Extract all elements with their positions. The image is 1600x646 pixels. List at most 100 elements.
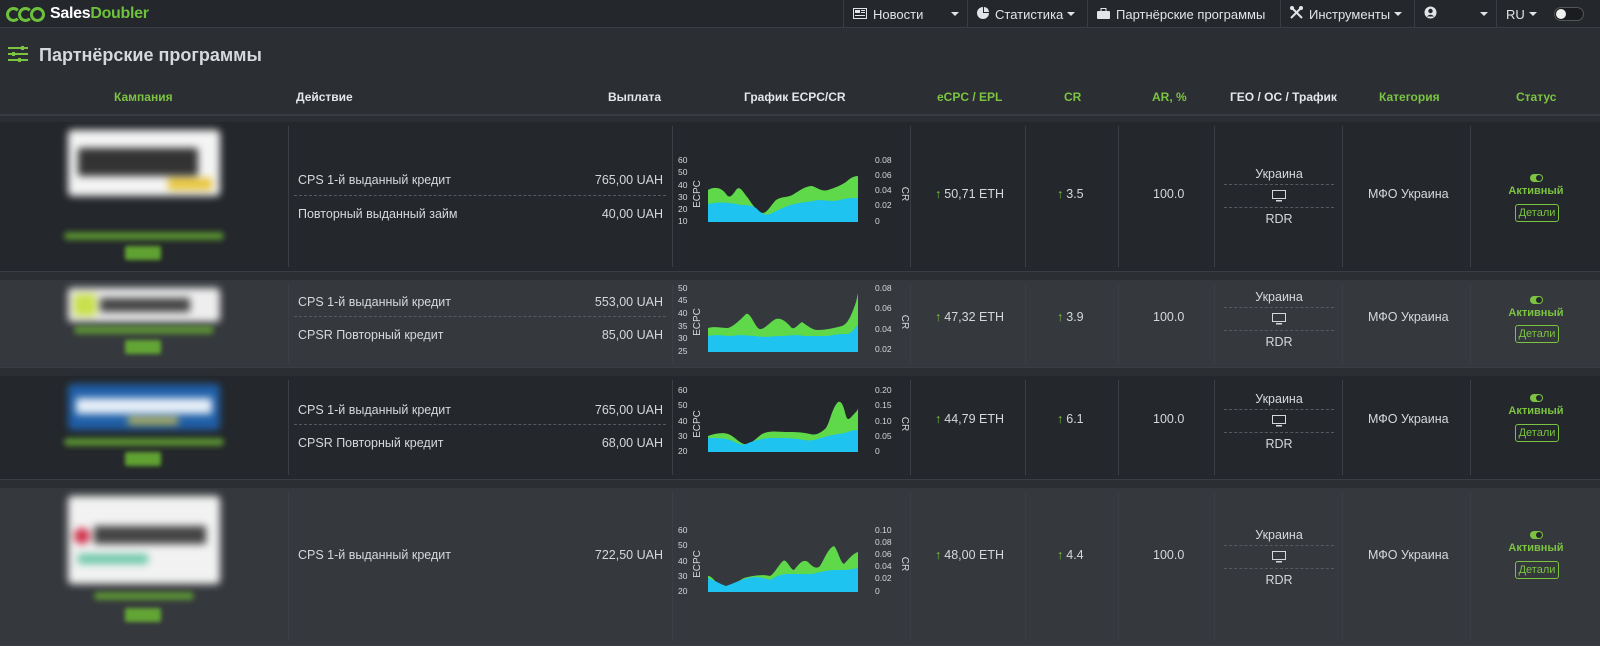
campaign-logo[interactable]	[68, 130, 220, 196]
status-toggle[interactable]	[1530, 394, 1543, 402]
col-ar[interactable]: AR, %	[1152, 90, 1187, 104]
action-item: Повторный выданный займ 40,00 UAH	[298, 207, 663, 221]
nav-programs[interactable]: Партнёрские программы	[1087, 0, 1280, 28]
brand-logo[interactable]: SalesDoubler	[6, 3, 149, 25]
ar-value: 100.0	[1153, 310, 1185, 324]
svg-text:0.02: 0.02	[875, 344, 892, 354]
chevron-down-icon	[1480, 12, 1488, 16]
category-value: МФО Украина	[1368, 548, 1449, 562]
svg-text:60: 60	[678, 155, 688, 165]
svg-text:0.10: 0.10	[875, 416, 892, 426]
action-name: CPSR Повторный кредит	[298, 436, 444, 450]
ecpc-cr-sparkline[interactable]: 60 50 40 30 20 0.10 0.08 0.06 0.04 0.02 …	[670, 526, 910, 606]
svg-text:0.04: 0.04	[875, 185, 892, 195]
svg-text:30: 30	[678, 333, 688, 343]
campaign-name[interactable]	[64, 438, 224, 446]
svg-text:0.08: 0.08	[875, 155, 892, 165]
nav-tools[interactable]: Инструменты	[1280, 0, 1414, 28]
col-cr[interactable]: CR	[1064, 90, 1082, 104]
col-action: Действие	[296, 90, 353, 104]
action-name: CPS 1-й выданный кредит	[298, 548, 451, 562]
action-item: CPS 1-й выданный кредит 722,50 UAH	[298, 548, 663, 562]
traffic-type: RDR	[1265, 437, 1293, 451]
filter-sliders-icon[interactable]	[8, 46, 28, 62]
campaign-logo[interactable]	[68, 288, 220, 322]
svg-text:60: 60	[678, 386, 688, 395]
svg-text:CR: CR	[899, 315, 910, 329]
svg-text:CR: CR	[899, 417, 910, 431]
user-circle-icon	[1424, 6, 1437, 22]
campaign-badge	[125, 246, 161, 260]
svg-text:20: 20	[678, 446, 688, 456]
status-toggle[interactable]	[1530, 531, 1543, 539]
geo-country: Украина	[1255, 392, 1303, 406]
category-value: МФО Украина	[1368, 412, 1449, 426]
svg-text:50: 50	[678, 540, 688, 550]
campaign-badge	[125, 452, 161, 466]
payout-value: 553,00 UAH	[594, 295, 663, 309]
chevron-down-icon	[1394, 12, 1403, 16]
svg-text:30: 30	[678, 571, 688, 581]
logo-rings-icon	[6, 6, 45, 22]
svg-text:50: 50	[678, 284, 688, 293]
action-item: CPS 1-й выданный кредит 765,00 UAH	[298, 403, 663, 417]
campaign-name[interactable]	[64, 232, 224, 240]
nav-user[interactable]	[1414, 0, 1496, 28]
svg-text:0: 0	[875, 446, 880, 456]
page-header: Партнёрские программы	[0, 28, 1600, 80]
campaign-logo[interactable]	[68, 496, 220, 584]
col-status[interactable]: Статус	[1516, 90, 1557, 104]
nav-news[interactable]: Новости	[843, 0, 967, 28]
svg-text:50: 50	[678, 400, 688, 410]
theme-toggle[interactable]	[1554, 7, 1584, 21]
svg-text:20: 20	[678, 204, 688, 214]
details-button[interactable]: Детали	[1515, 561, 1559, 579]
table-header: Кампания Действие Выплата График ECPC/CR…	[0, 80, 1600, 116]
svg-text:0: 0	[875, 586, 880, 596]
ecpc-value: ↑ 44,79 ETH	[935, 412, 1005, 426]
status-label: Активный	[1508, 405, 1564, 417]
details-button[interactable]: Детали	[1515, 204, 1559, 222]
col-chart: График ECPC/CR	[744, 90, 846, 104]
ecpc-value: ↑ 50,71 ETH	[935, 187, 1005, 201]
ecpc-cr-sparkline[interactable]: 60 50 40 30 20 0.20 0.15 0.10 0.05 0 ECP…	[670, 386, 910, 466]
col-category[interactable]: Категория	[1379, 90, 1440, 104]
details-button[interactable]: Детали	[1515, 424, 1559, 442]
category-value: МФО Украина	[1368, 187, 1449, 201]
status-toggle[interactable]	[1530, 296, 1543, 304]
svg-text:ECPC: ECPC	[692, 410, 703, 438]
ecpc-value: ↑ 48,00 ETH	[935, 548, 1005, 562]
svg-text:0.15: 0.15	[875, 400, 892, 410]
nav-programs-label: Партнёрские программы	[1116, 6, 1266, 22]
language-selector[interactable]: RU	[1496, 0, 1544, 28]
ecpc-cr-sparkline[interactable]: 60 50 40 30 20 10 0.08 0.06 0.04 0.02 0 …	[670, 154, 910, 234]
svg-text:0.06: 0.06	[875, 170, 892, 180]
status-toggle[interactable]	[1530, 174, 1543, 182]
details-button[interactable]: Детали	[1515, 325, 1559, 343]
campaign-logo[interactable]	[68, 384, 220, 430]
campaign-name[interactable]	[74, 326, 214, 334]
table-row: CPS 1-й выданный кредит 765,00 UAH CPSR …	[0, 376, 1600, 480]
nav-stats[interactable]: Статистика	[967, 0, 1087, 28]
arrow-up-icon: ↑	[1057, 187, 1064, 201]
arrow-up-icon: ↑	[935, 187, 942, 201]
svg-text:0.06: 0.06	[875, 549, 892, 559]
ar-value: 100.0	[1153, 187, 1185, 201]
col-campaign[interactable]: Кампания	[114, 90, 173, 104]
svg-text:30: 30	[678, 431, 688, 441]
category-value: МФО Украина	[1368, 310, 1449, 324]
action-name: Повторный выданный займ	[298, 207, 458, 221]
svg-text:ECPC: ECPC	[692, 180, 703, 208]
action-item: CPS 1-й выданный кредит 553,00 UAH	[298, 295, 663, 309]
svg-text:20: 20	[678, 586, 688, 596]
col-ecpc[interactable]: eCPC / EPL	[937, 90, 1003, 104]
svg-text:0.10: 0.10	[875, 526, 892, 535]
geo-country: Украина	[1255, 528, 1303, 542]
campaign-name[interactable]	[94, 592, 194, 600]
svg-text:50: 50	[678, 167, 688, 177]
geo-country: Украина	[1255, 290, 1303, 304]
svg-text:40: 40	[678, 556, 688, 566]
ecpc-cr-sparkline[interactable]: 50 45 40 35 30 25 0.08 0.06 0.04 0.02 EC…	[670, 284, 910, 364]
campaign-badge	[125, 340, 161, 354]
svg-text:40: 40	[678, 416, 688, 426]
